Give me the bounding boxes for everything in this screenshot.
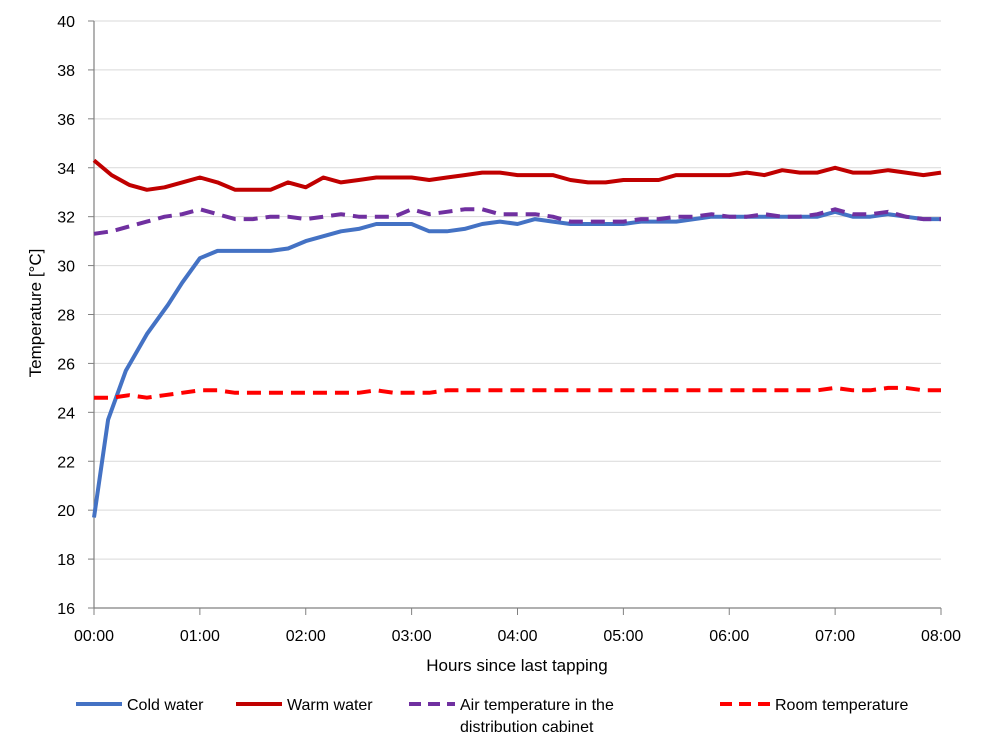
y-tick-label: 36 (57, 112, 75, 129)
legend-label: Air temperature in the (460, 697, 614, 714)
y-tick-label: 18 (57, 552, 75, 569)
y-tick-label: 26 (57, 356, 75, 373)
x-tick-label: 05:00 (603, 628, 643, 645)
y-tick-label: 38 (57, 63, 75, 80)
y-tick-label: 30 (57, 259, 75, 276)
x-tick-label: 07:00 (815, 628, 855, 645)
series-line-room-temperature (94, 385, 941, 400)
tick-labels: 16 18 20 22 24 26 28 30 32 34 36 38 40 00:00 01:00 02:0… (57, 14, 961, 645)
y-tick-label: 32 (57, 210, 75, 227)
series-lines (92, 158, 942, 518)
y-tick-label: 24 (57, 405, 75, 422)
legend-label: Warm water (287, 697, 373, 714)
x-tick-label: 03:00 (392, 628, 432, 645)
legend: Cold water Warm water Air temperature in t… (76, 697, 908, 736)
x-tick-label: 02:00 (286, 628, 326, 645)
x-tick-label: 04:00 (497, 628, 537, 645)
y-tick-label: 40 (57, 14, 75, 31)
series-line-cold-water (92, 209, 941, 518)
y-tick-label: 20 (57, 503, 75, 520)
x-tick-label: 00:00 (74, 628, 114, 645)
gridlines (94, 20, 941, 609)
y-tick-label: 34 (57, 161, 75, 178)
y-tick-label: 28 (57, 308, 75, 325)
series-line-warm-water (92, 158, 942, 192)
x-axis-title: Hours since last tapping (426, 656, 607, 675)
x-tick-label: 01:00 (180, 628, 220, 645)
x-tick-label: 08:00 (921, 628, 961, 645)
axes (88, 20, 942, 615)
legend-label: distribution cabinet (460, 719, 594, 736)
y-tick-label: 16 (57, 601, 75, 618)
legend-label: Room temperature (775, 697, 908, 714)
y-tick-label: 22 (57, 454, 75, 471)
legend-label: Cold water (127, 697, 204, 714)
x-tick-label: 06:00 (709, 628, 749, 645)
series-line-air-temperature-in-the-distribution-cabinet (93, 207, 941, 236)
y-axis-title: Temperature [°C] (26, 249, 45, 378)
